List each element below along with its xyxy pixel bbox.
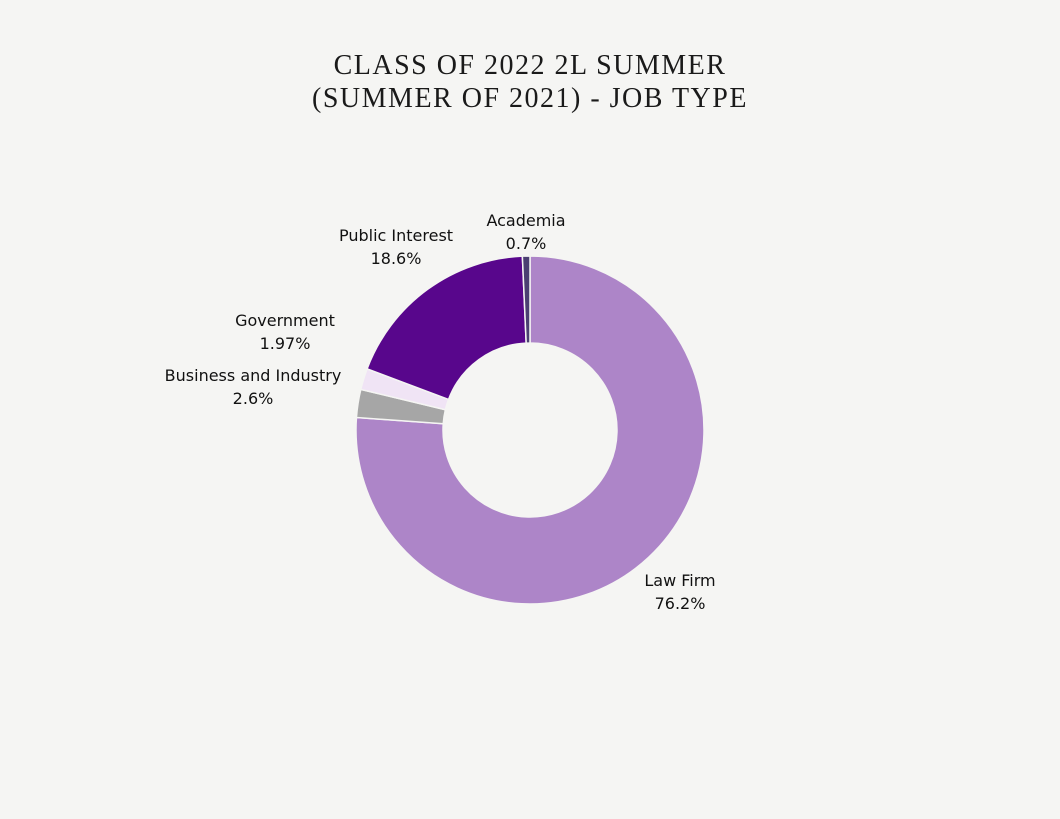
slice-label: Academia (486, 211, 565, 230)
slice-value-label: 0.7% (506, 234, 547, 253)
slices (355, 255, 705, 605)
slice-label: Government (235, 311, 335, 330)
slice-value-label: 1.97% (260, 334, 311, 353)
chart-title: (SUMMER OF 2021) - JOB TYPE (312, 83, 748, 114)
donut-slice (355, 255, 705, 605)
slice-label: Business and Industry (165, 366, 342, 385)
chart-title: CLASS OF 2022 2L SUMMER (334, 50, 727, 81)
slice-label: Public Interest (339, 226, 453, 245)
slice-value-label: 2.6% (233, 389, 274, 408)
slice-label: Law Firm (644, 571, 715, 590)
slice-value-label: 18.6% (371, 249, 422, 268)
donut-slice (521, 255, 531, 344)
slice-value-label: 76.2% (655, 594, 706, 613)
labels: Law Firm 76.2% Business and Industry 2.6% Go… (165, 211, 716, 613)
donut-slice (366, 255, 527, 401)
